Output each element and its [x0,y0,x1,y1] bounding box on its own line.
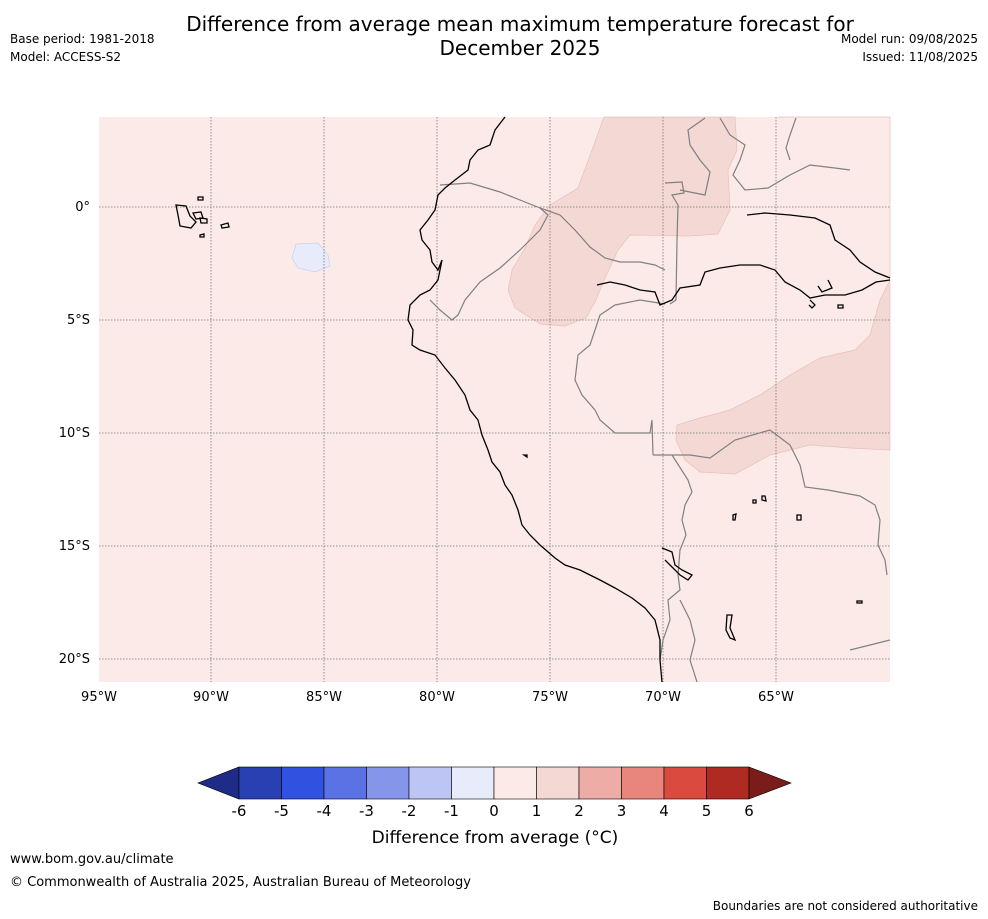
colorbar-arrow-low [197,766,240,800]
colorbar-tick-label: -2 [402,802,417,820]
lat-label: 20°S [59,652,90,667]
colorbar-tick-label: 1 [532,802,542,820]
latitude-labels: 0° 5°S 10°S 15°S 20°S [59,200,90,667]
forecast-map: 0° 5°S 10°S 15°S 20°S 95°W 90°W 85°W 80°… [59,116,891,705]
colorbar-tick-label: -4 [317,802,332,820]
colorbar-cell [366,766,410,800]
model-run-text: Model run: 09/08/2025 [840,32,978,46]
colorbar-cell [451,766,495,800]
meta-right: Model run: 09/08/2025 Issued: 11/08/2025 [841,30,978,66]
colorbar-cells [197,766,792,800]
anomaly-region-andes [507,116,738,327]
country-borders [429,117,891,683]
lon-label: 85°W [306,690,342,705]
colorbar-cell [536,766,580,800]
colorbar-cell [621,766,665,800]
colorbar-cell [238,766,282,800]
footer-copyright: © Commonwealth of Australia 2025, Austra… [10,875,471,890]
colorbar-tick-label: -5 [274,802,289,820]
title-line-1: Difference from average mean maximum tem… [186,12,854,36]
colorbar-cell [281,766,325,800]
meta-left: Base period: 1981-2018 Model: ACCESS-S2 [10,30,155,66]
anomaly-region-negative [291,242,331,273]
colorbar-cell [706,766,750,800]
graticule [99,117,890,682]
lon-label: 70°W [645,690,681,705]
colorbar-tick-label: 6 [744,802,754,820]
colorbar-cell [578,766,622,800]
colorbar-tick-label: -6 [232,802,247,820]
issued-text: Issued: 11/08/2025 [862,50,978,64]
base-period-text: Base period: 1981-2018 [10,32,155,46]
chart-title: Difference from average mean maximum tem… [150,12,890,60]
colorbar-label: Difference from average (°C) [371,828,619,848]
lon-label: 65°W [758,690,794,705]
lat-label: 15°S [59,539,90,554]
colorbar-arrow-high [748,766,792,800]
lat-label: 5°S [67,313,90,328]
colorbar-tick-label: 3 [617,802,627,820]
colorbar-tick-label: 4 [659,802,669,820]
lat-label: 0° [75,200,90,215]
anomaly-region-northeast [675,116,891,475]
longitude-labels: 95°W 90°W 85°W 80°W 75°W 70°W 65°W [81,690,794,705]
lon-label: 75°W [532,690,568,705]
lon-label: 90°W [193,690,229,705]
colorbar-tick-label: 0 [489,802,499,820]
colorbar-tick-label: -3 [359,802,374,820]
lon-label: 80°W [419,690,455,705]
coastlines [175,116,891,683]
title-line-2: December 2025 [439,36,601,60]
colorbar-tick-label: 5 [702,802,712,820]
lat-label: 10°S [59,426,90,441]
footer-url: www.bom.gov.au/climate [10,852,174,867]
lon-label: 95°W [81,690,117,705]
footer-note: Boundaries are not considered authoritat… [712,899,978,913]
colorbar-cell [408,766,452,800]
colorbar: -6 -5 -4 -3 -2 -1 0 1 2 3 4 5 6 [197,766,792,820]
colorbar-cell [323,766,367,800]
colorbar-tick-label: -1 [444,802,459,820]
colorbar-tick-label: 2 [574,802,584,820]
colorbar-cell [663,766,707,800]
colorbar-cell [493,766,537,800]
colorbar-ticks: -6 -5 -4 -3 -2 -1 0 1 2 3 4 5 6 [232,802,754,820]
model-text: Model: ACCESS-S2 [10,50,122,64]
